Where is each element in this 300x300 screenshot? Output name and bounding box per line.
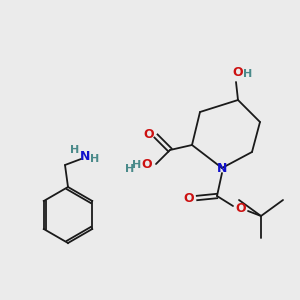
Text: H: H [90, 154, 100, 164]
Text: H: H [70, 145, 80, 155]
Text: N: N [80, 151, 90, 164]
Text: H: H [243, 69, 253, 79]
Text: O: O [236, 202, 246, 215]
Text: O: O [184, 193, 194, 206]
Text: O: O [142, 158, 152, 172]
Text: H: H [125, 164, 135, 174]
Text: O: O [233, 67, 243, 80]
Text: O: O [144, 128, 154, 142]
Text: N: N [217, 161, 227, 175]
Text: H: H [132, 160, 142, 170]
